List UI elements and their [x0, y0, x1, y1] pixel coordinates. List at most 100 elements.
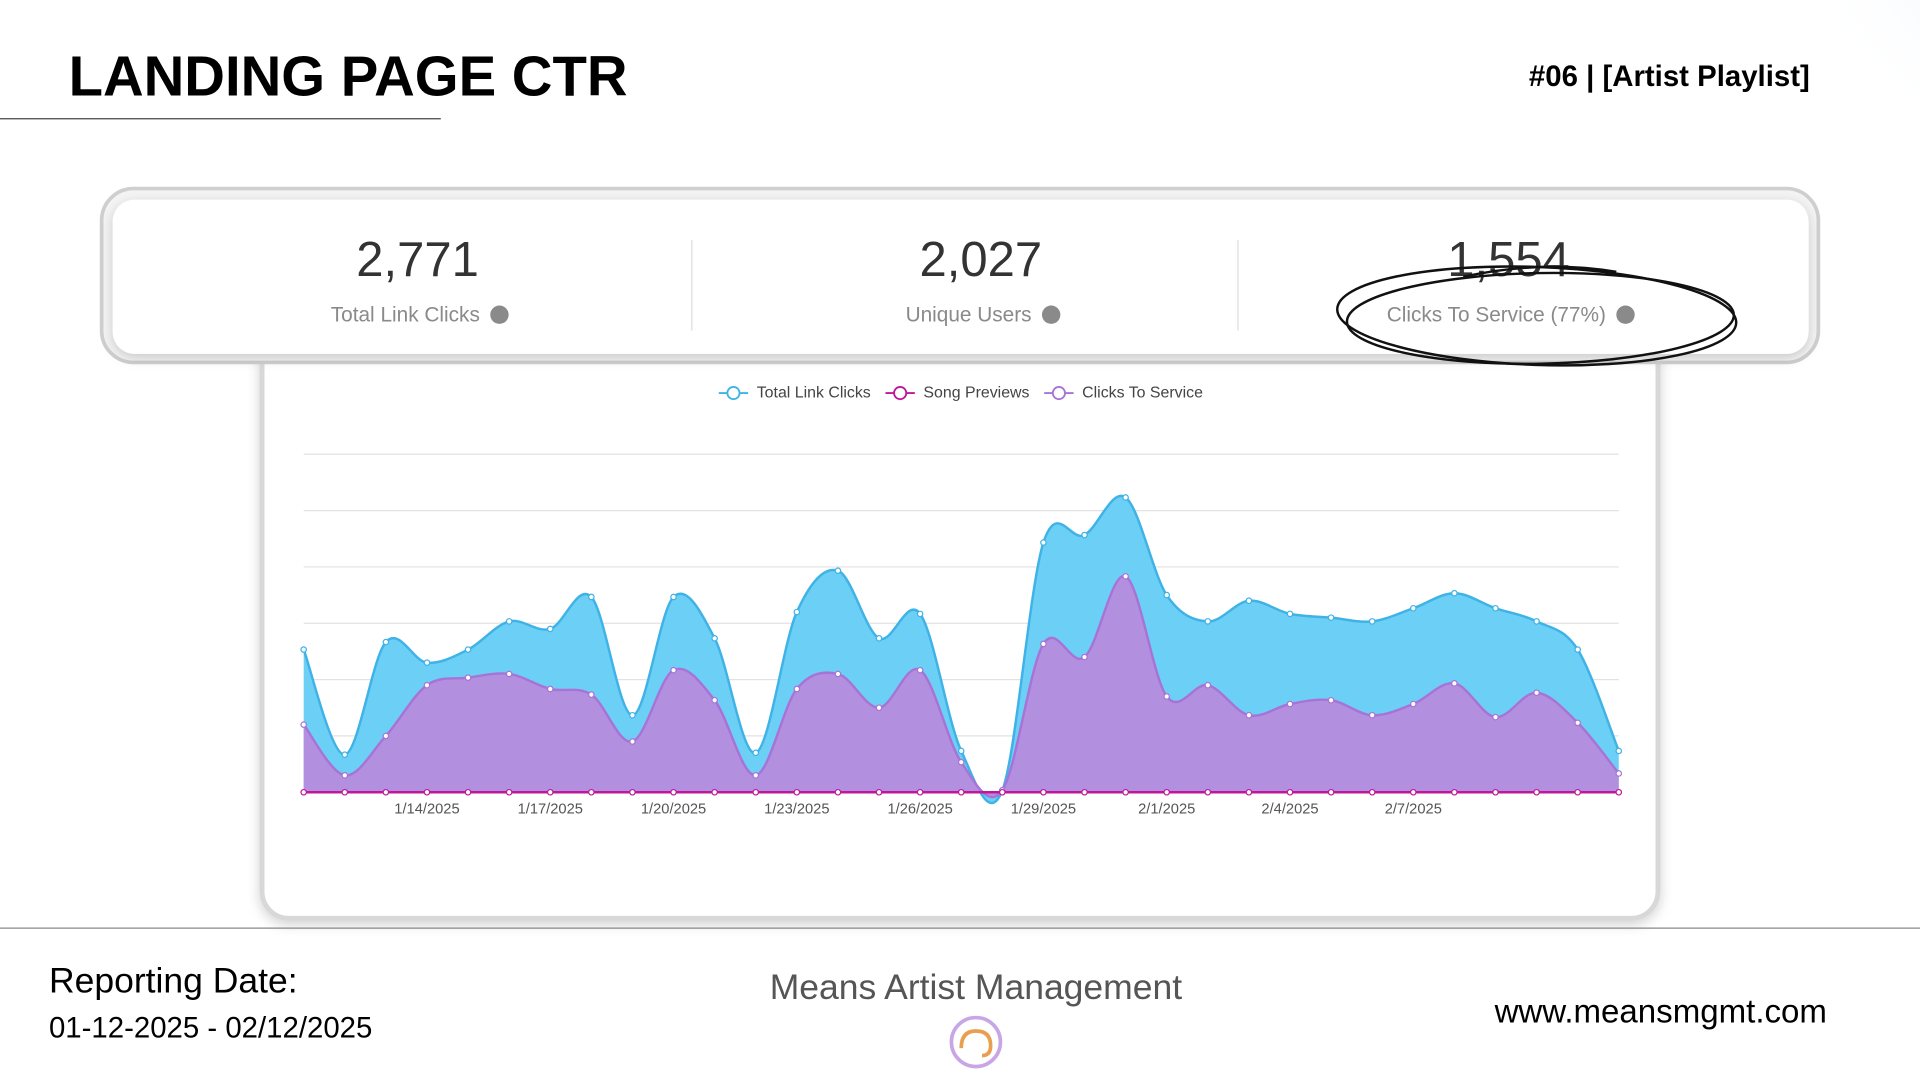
- legend-marker: [726, 386, 741, 401]
- point: [1533, 689, 1540, 697]
- point: [300, 646, 307, 653]
- point: [1081, 531, 1088, 539]
- point: [1409, 700, 1417, 708]
- point: [464, 788, 472, 796]
- legend-marker: [1051, 386, 1066, 401]
- point: [1081, 788, 1088, 796]
- point: [423, 659, 431, 667]
- point: [1204, 788, 1212, 796]
- point: [423, 788, 431, 796]
- point: [1327, 788, 1335, 796]
- point: [916, 610, 924, 618]
- point: [670, 666, 677, 674]
- point: [1163, 591, 1171, 599]
- point: [1409, 788, 1417, 796]
- subtitle: #06 | [Artist Playlist]: [1529, 60, 1810, 93]
- point: [1574, 646, 1581, 653]
- point: [341, 751, 349, 758]
- stat-label: Unique Users: [906, 303, 1032, 326]
- point: [834, 567, 842, 575]
- point: [834, 788, 842, 796]
- point: [382, 638, 390, 646]
- point: [1204, 618, 1212, 625]
- point: [916, 788, 924, 796]
- point: [1368, 711, 1376, 719]
- series-line: [302, 575, 1620, 799]
- point: [793, 788, 801, 796]
- stat-value: 2,027: [920, 233, 1043, 287]
- point: [1409, 604, 1417, 612]
- company: Means Artist Management: [770, 967, 1183, 1007]
- x-tick-label: 2/7/2025: [1385, 801, 1442, 817]
- logo: [949, 1015, 1003, 1069]
- point: [875, 634, 883, 642]
- reporting-label: Reporting Date:: [49, 961, 298, 1001]
- point: [1533, 788, 1540, 796]
- point: [999, 788, 1006, 796]
- point: [1368, 788, 1376, 796]
- x-tick-label: 1/23/2025: [764, 801, 829, 817]
- stat-value: 2,771: [356, 233, 479, 287]
- point: [1245, 711, 1253, 719]
- stat-label: Clicks To Service (77%): [1387, 303, 1606, 326]
- point: [546, 685, 554, 693]
- point: [834, 670, 842, 678]
- point: [1081, 653, 1088, 661]
- point: [1574, 719, 1581, 727]
- point: [505, 618, 513, 625]
- scribble: [1336, 265, 1738, 367]
- point: [1204, 681, 1212, 689]
- point: [1040, 788, 1047, 796]
- x-tick-label: 1/26/2025: [887, 801, 952, 817]
- point: [423, 681, 431, 689]
- point: [1122, 788, 1129, 796]
- point: [1615, 747, 1623, 755]
- legend-label: Clicks To Service: [1082, 384, 1203, 401]
- point: [1040, 539, 1047, 546]
- point: [505, 670, 513, 678]
- legend-label: Total Link Clicks: [757, 384, 871, 401]
- point: [957, 747, 965, 755]
- point: [464, 674, 472, 682]
- point: [464, 646, 472, 653]
- x-tick-label: 1/14/2025: [394, 801, 459, 817]
- help-icon: [1041, 305, 1061, 324]
- help-icon: [1616, 305, 1635, 324]
- point: [1122, 573, 1129, 580]
- point: [1615, 770, 1623, 777]
- point: [1040, 640, 1047, 648]
- chart: 1/14/2025 1/17/2025 1/20/2025 1/23/2025 1/26…: [300, 384, 1623, 817]
- x-tick-label: 1/29/2025: [1011, 801, 1076, 817]
- point: [752, 772, 760, 779]
- point: [1122, 494, 1129, 501]
- point: [1492, 788, 1499, 796]
- point: [1327, 696, 1335, 704]
- point: [588, 691, 595, 698]
- logo-mark: [959, 1029, 993, 1058]
- x-tick-label: 2/1/2025: [1138, 801, 1195, 817]
- legend-marker: [893, 386, 908, 401]
- point: [1327, 614, 1335, 621]
- point: [711, 788, 718, 796]
- point: [711, 696, 718, 704]
- x-tick-label: 1/17/2025: [518, 801, 583, 817]
- reporting-range: 01-12-2025 - 02/12/2025: [49, 1012, 372, 1045]
- stats-card: [112, 199, 1809, 354]
- point: [1451, 589, 1458, 597]
- point: [1245, 788, 1253, 796]
- point: [1492, 713, 1499, 721]
- point: [752, 788, 760, 796]
- point: [1286, 610, 1294, 618]
- point: [382, 788, 390, 796]
- stat-value: 1,554: [1447, 233, 1570, 287]
- point: [505, 788, 513, 796]
- point: [341, 788, 349, 796]
- point: [1245, 597, 1253, 605]
- point: [629, 788, 636, 796]
- stat-label: Total Link Clicks: [331, 303, 480, 326]
- point: [382, 732, 390, 740]
- point: [546, 788, 554, 796]
- point: [629, 711, 636, 719]
- point: [1451, 680, 1458, 687]
